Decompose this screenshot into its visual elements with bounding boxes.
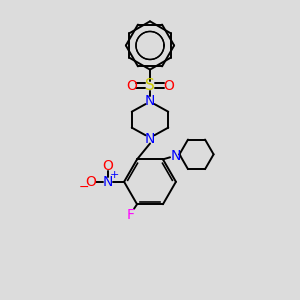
Text: O: O	[126, 79, 137, 93]
Text: N: N	[145, 94, 155, 107]
Text: O: O	[103, 160, 113, 173]
Text: S: S	[145, 78, 155, 93]
Text: +: +	[110, 170, 119, 180]
Text: N: N	[103, 175, 113, 189]
Text: F: F	[127, 208, 135, 221]
Text: N: N	[145, 132, 155, 146]
Text: O: O	[163, 79, 174, 93]
Text: O: O	[85, 175, 96, 189]
Text: −: −	[79, 181, 90, 194]
Text: N: N	[170, 149, 181, 163]
